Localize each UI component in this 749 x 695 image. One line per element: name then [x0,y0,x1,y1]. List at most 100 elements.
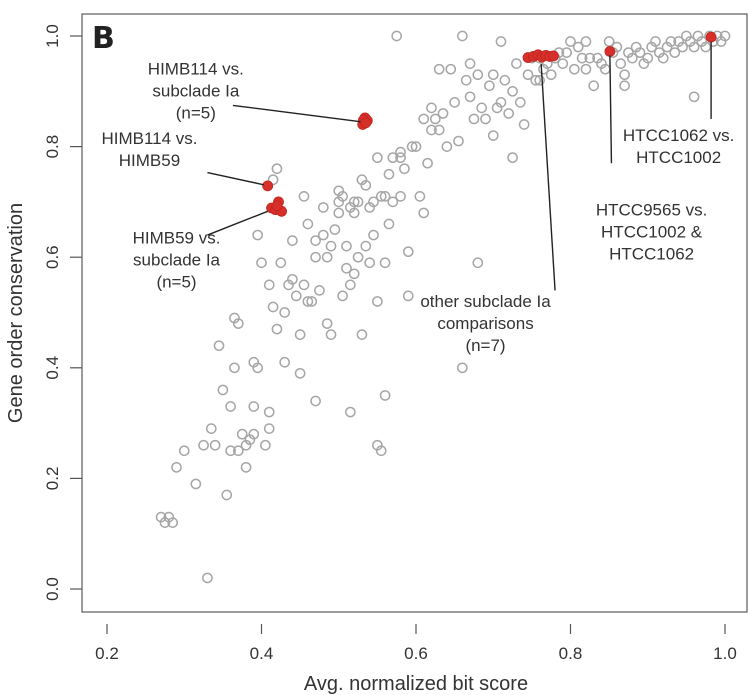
data-point [240,461,252,473]
data-point [464,58,476,70]
data-point [213,340,225,352]
data-point [348,196,360,208]
data-point [341,262,352,274]
data-point [495,36,507,47]
data-point [395,191,406,202]
data-point [333,185,345,197]
data-point [221,489,233,501]
data-point [171,461,182,473]
data-point [507,152,518,164]
data-point [287,273,298,285]
data-point [225,445,236,457]
data-point [584,52,596,64]
annotation-text: HIMB59 [119,151,180,170]
data-point [561,47,572,58]
data-point [217,384,229,396]
data-point [383,218,395,230]
annotation-leader-line [609,55,613,164]
data-point [688,41,700,53]
data-point [321,251,333,263]
annotation-text: subclade Ia [133,250,220,269]
highlight-point [271,200,283,212]
y-tick-label: 0.8 [43,135,62,159]
data-point [484,80,495,92]
series-htcc9565-vs-htcc1002-htcc1062 [604,46,616,57]
data-point [576,52,588,64]
data-point [572,41,584,53]
data-point [669,47,681,58]
data-point [406,141,418,152]
data-point [329,224,341,235]
highlight-point [262,180,274,192]
data-point [364,257,375,269]
data-point [588,80,600,92]
data-point [619,69,630,81]
data-point [263,423,275,434]
data-point [167,517,179,528]
data-point [260,439,271,451]
data-point [580,36,592,47]
data-point [178,445,190,457]
data-point [256,257,267,269]
data-point [402,290,414,302]
data-point [372,296,383,307]
annotation-text: HTCC9565 vs. [596,201,707,220]
annotation-other-subclade-ia-comparisons-n-7: other subclade Ia comparisons (n=7) [420,63,556,355]
data-point [665,36,677,47]
data-point [368,196,379,208]
data-point [317,202,329,213]
data-point [314,285,325,296]
data-point [344,406,356,418]
data-point [341,240,352,252]
data-point [399,163,410,175]
annotation-text: other subclade Ia [420,292,551,311]
annotation-text: HTCC1062 [609,245,694,264]
annotation-leader-line [207,210,268,236]
data-point [700,41,712,53]
x-tick-label: 0.8 [559,644,583,663]
data-point [688,91,700,103]
data-point [426,124,437,136]
data-point [302,218,314,230]
y-axis: 0.0 0.2 0.4 0.6 0.8 1.0 [43,24,82,601]
data-point [433,124,445,136]
data-point [472,69,484,81]
data-point [325,240,337,252]
x-tick-label: 0.2 [95,644,119,663]
data-point [375,445,387,457]
data-point [248,428,260,440]
x-axis-title: Avg. normalized bit score [304,673,528,695]
data-point [626,52,638,64]
data-point [252,362,263,374]
annotation-htcc9565-vs-htcc1002-htcc1062: HTCC9565 vs. HTCC1002 & HTCC1062 [596,55,707,264]
data-point [190,478,202,490]
data-point [287,235,298,246]
data-point [271,163,283,175]
y-tick-label: 0.4 [43,356,62,380]
data-point [352,251,364,263]
data-point [267,301,279,313]
data-point [383,168,395,180]
data-point [449,97,460,108]
data-point [422,157,433,169]
data-point [445,63,457,75]
annotation-text: subclade Ia [152,82,239,101]
data-point [198,439,209,451]
data-point [642,52,654,64]
annotation-leader-line [232,104,361,123]
data-point [545,69,557,81]
annotation-leader-line [207,171,264,186]
data-point [522,69,534,81]
data-point [209,439,221,451]
y-tick-label: 0.0 [43,577,62,601]
data-point [429,113,441,125]
data-point [379,390,391,401]
data-point [263,279,275,291]
data-point [391,30,403,42]
data-point [375,191,387,202]
data-point [464,91,476,103]
data-point [677,41,688,53]
data-point [507,85,518,97]
data-point [325,329,337,340]
